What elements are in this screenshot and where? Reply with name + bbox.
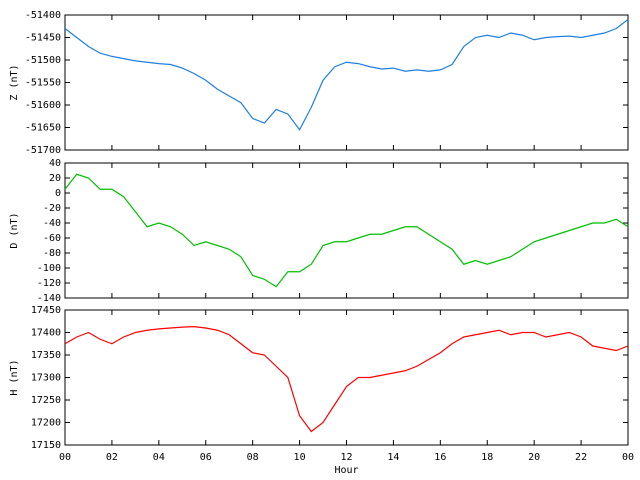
data-line xyxy=(64,19,629,131)
x-tick-label: 06 xyxy=(200,452,212,463)
y-tick-label: 17350 xyxy=(31,350,61,361)
plot-frame xyxy=(64,162,629,299)
x-tick-label: 16 xyxy=(434,452,446,463)
y-tick-label: -120 xyxy=(37,278,61,289)
x-tick-label: 12 xyxy=(340,452,352,463)
y-tick-label: -100 xyxy=(37,263,61,274)
y-axis-label: Z (nT) xyxy=(9,64,20,100)
y-tick-label: -20 xyxy=(43,203,61,214)
y-tick-label: 20 xyxy=(49,173,61,184)
plot-frame xyxy=(64,14,629,151)
y-tick-label: 0 xyxy=(55,188,61,199)
y-axis-label: D (nT) xyxy=(9,212,20,248)
y-tick-label: -51700 xyxy=(25,145,61,156)
data-line xyxy=(64,173,629,288)
y-tick-label: -51450 xyxy=(25,33,61,44)
x-tick-label: 22 xyxy=(575,452,587,463)
y-tick-label: -140 xyxy=(37,293,61,304)
x-tick-label: 04 xyxy=(153,452,165,463)
y-tick-label: -51550 xyxy=(25,78,61,89)
x-tick-label: 08 xyxy=(247,452,259,463)
y-tick-label: 17250 xyxy=(31,395,61,406)
y-axis-label: H (nT) xyxy=(9,359,20,395)
x-tick-label: 10 xyxy=(294,452,306,463)
x-tick-label: 00 xyxy=(622,452,634,463)
y-tick-label: -51650 xyxy=(25,123,61,134)
x-tick-label: 02 xyxy=(106,452,118,463)
y-tick-label: -51600 xyxy=(25,100,61,111)
y-tick-label: -40 xyxy=(43,218,61,229)
data-line xyxy=(64,326,629,433)
y-tick-label: 17200 xyxy=(31,418,61,429)
y-tick-label: 17150 xyxy=(31,440,61,451)
x-axis-label: Hour xyxy=(334,465,358,476)
x-tick-label: 14 xyxy=(387,452,399,463)
y-tick-label: -51400 xyxy=(25,10,61,21)
x-tick-label: 00 xyxy=(59,452,71,463)
y-tick-label: -80 xyxy=(43,248,61,259)
y-tick-label: -60 xyxy=(43,233,61,244)
x-tick-label: 20 xyxy=(528,452,540,463)
y-tick-label: 17300 xyxy=(31,373,61,384)
y-tick-label: 17450 xyxy=(31,305,61,316)
x-tick-label: 18 xyxy=(481,452,493,463)
y-tick-label: 40 xyxy=(49,158,61,169)
y-tick-label: 17400 xyxy=(31,328,61,339)
y-tick-label: -51500 xyxy=(25,55,61,66)
